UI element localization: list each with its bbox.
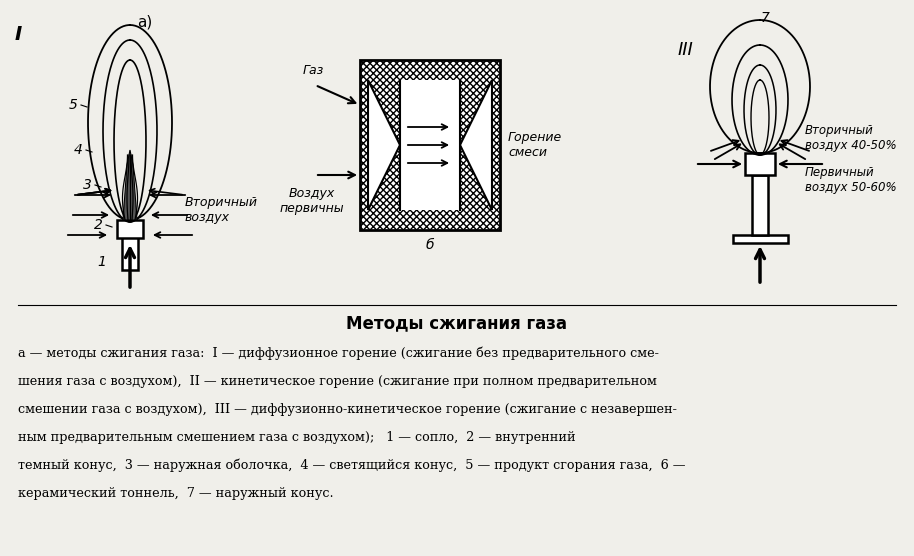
Text: а — методы сжигания газа:  I — диффузионное горение (сжигание без предварительно: а — методы сжигания газа: I — диффузионн…	[18, 346, 659, 360]
Text: 1: 1	[98, 255, 106, 269]
Text: I: I	[15, 26, 22, 44]
Text: 7: 7	[760, 11, 770, 25]
Bar	[122, 235, 138, 270]
Polygon shape	[368, 80, 400, 210]
Text: Методы сжигания газа: Методы сжигания газа	[346, 314, 568, 332]
Text: Горение
смеси: Горение смеси	[508, 131, 562, 159]
Text: 4: 4	[73, 143, 82, 157]
Text: ным предварительным смешением газа с воздухом);   1 — сопло,  2 — внутренний: ным предварительным смешением газа с воз…	[18, 430, 576, 444]
Text: Вторичный
воздух 40-50%: Вторичный воздух 40-50%	[805, 124, 897, 152]
Bar	[732, 235, 788, 243]
Text: Вторичный
воздух: Вторичный воздух	[185, 196, 258, 224]
Text: III: III	[677, 41, 693, 59]
Polygon shape	[123, 150, 137, 220]
Text: шения газа с воздухом),  II — кинетическое горение (сжигание при полном предвари: шения газа с воздухом), II — кинетическо…	[18, 375, 657, 388]
Text: б: б	[426, 238, 434, 252]
Bar	[745, 153, 775, 175]
Text: а): а)	[137, 14, 153, 29]
Polygon shape	[460, 80, 492, 210]
Text: смешении газа с воздухом),  III — диффузионно-кинетическое горение (сжигание с н: смешении газа с воздухом), III — диффузи…	[18, 403, 677, 415]
Text: керамический тоннель,  7 — наружный конус.: керамический тоннель, 7 — наружный конус…	[18, 486, 334, 499]
Text: 2: 2	[93, 218, 102, 232]
Text: Воздух
первичны: Воздух первичны	[280, 187, 345, 215]
Bar	[360, 60, 500, 230]
Text: темный конус,  3 — наружная оболочка,  4 — светящийся конус,  5 — продукт сгоран: темный конус, 3 — наружная оболочка, 4 —…	[18, 458, 686, 471]
Bar	[752, 175, 768, 235]
Bar	[117, 220, 143, 238]
Text: Первичный
воздух 50-60%: Первичный воздух 50-60%	[805, 166, 897, 194]
Bar	[400, 80, 460, 210]
Text: 3: 3	[82, 178, 91, 192]
Text: Газ: Газ	[303, 64, 324, 77]
Text: 5: 5	[69, 98, 78, 112]
